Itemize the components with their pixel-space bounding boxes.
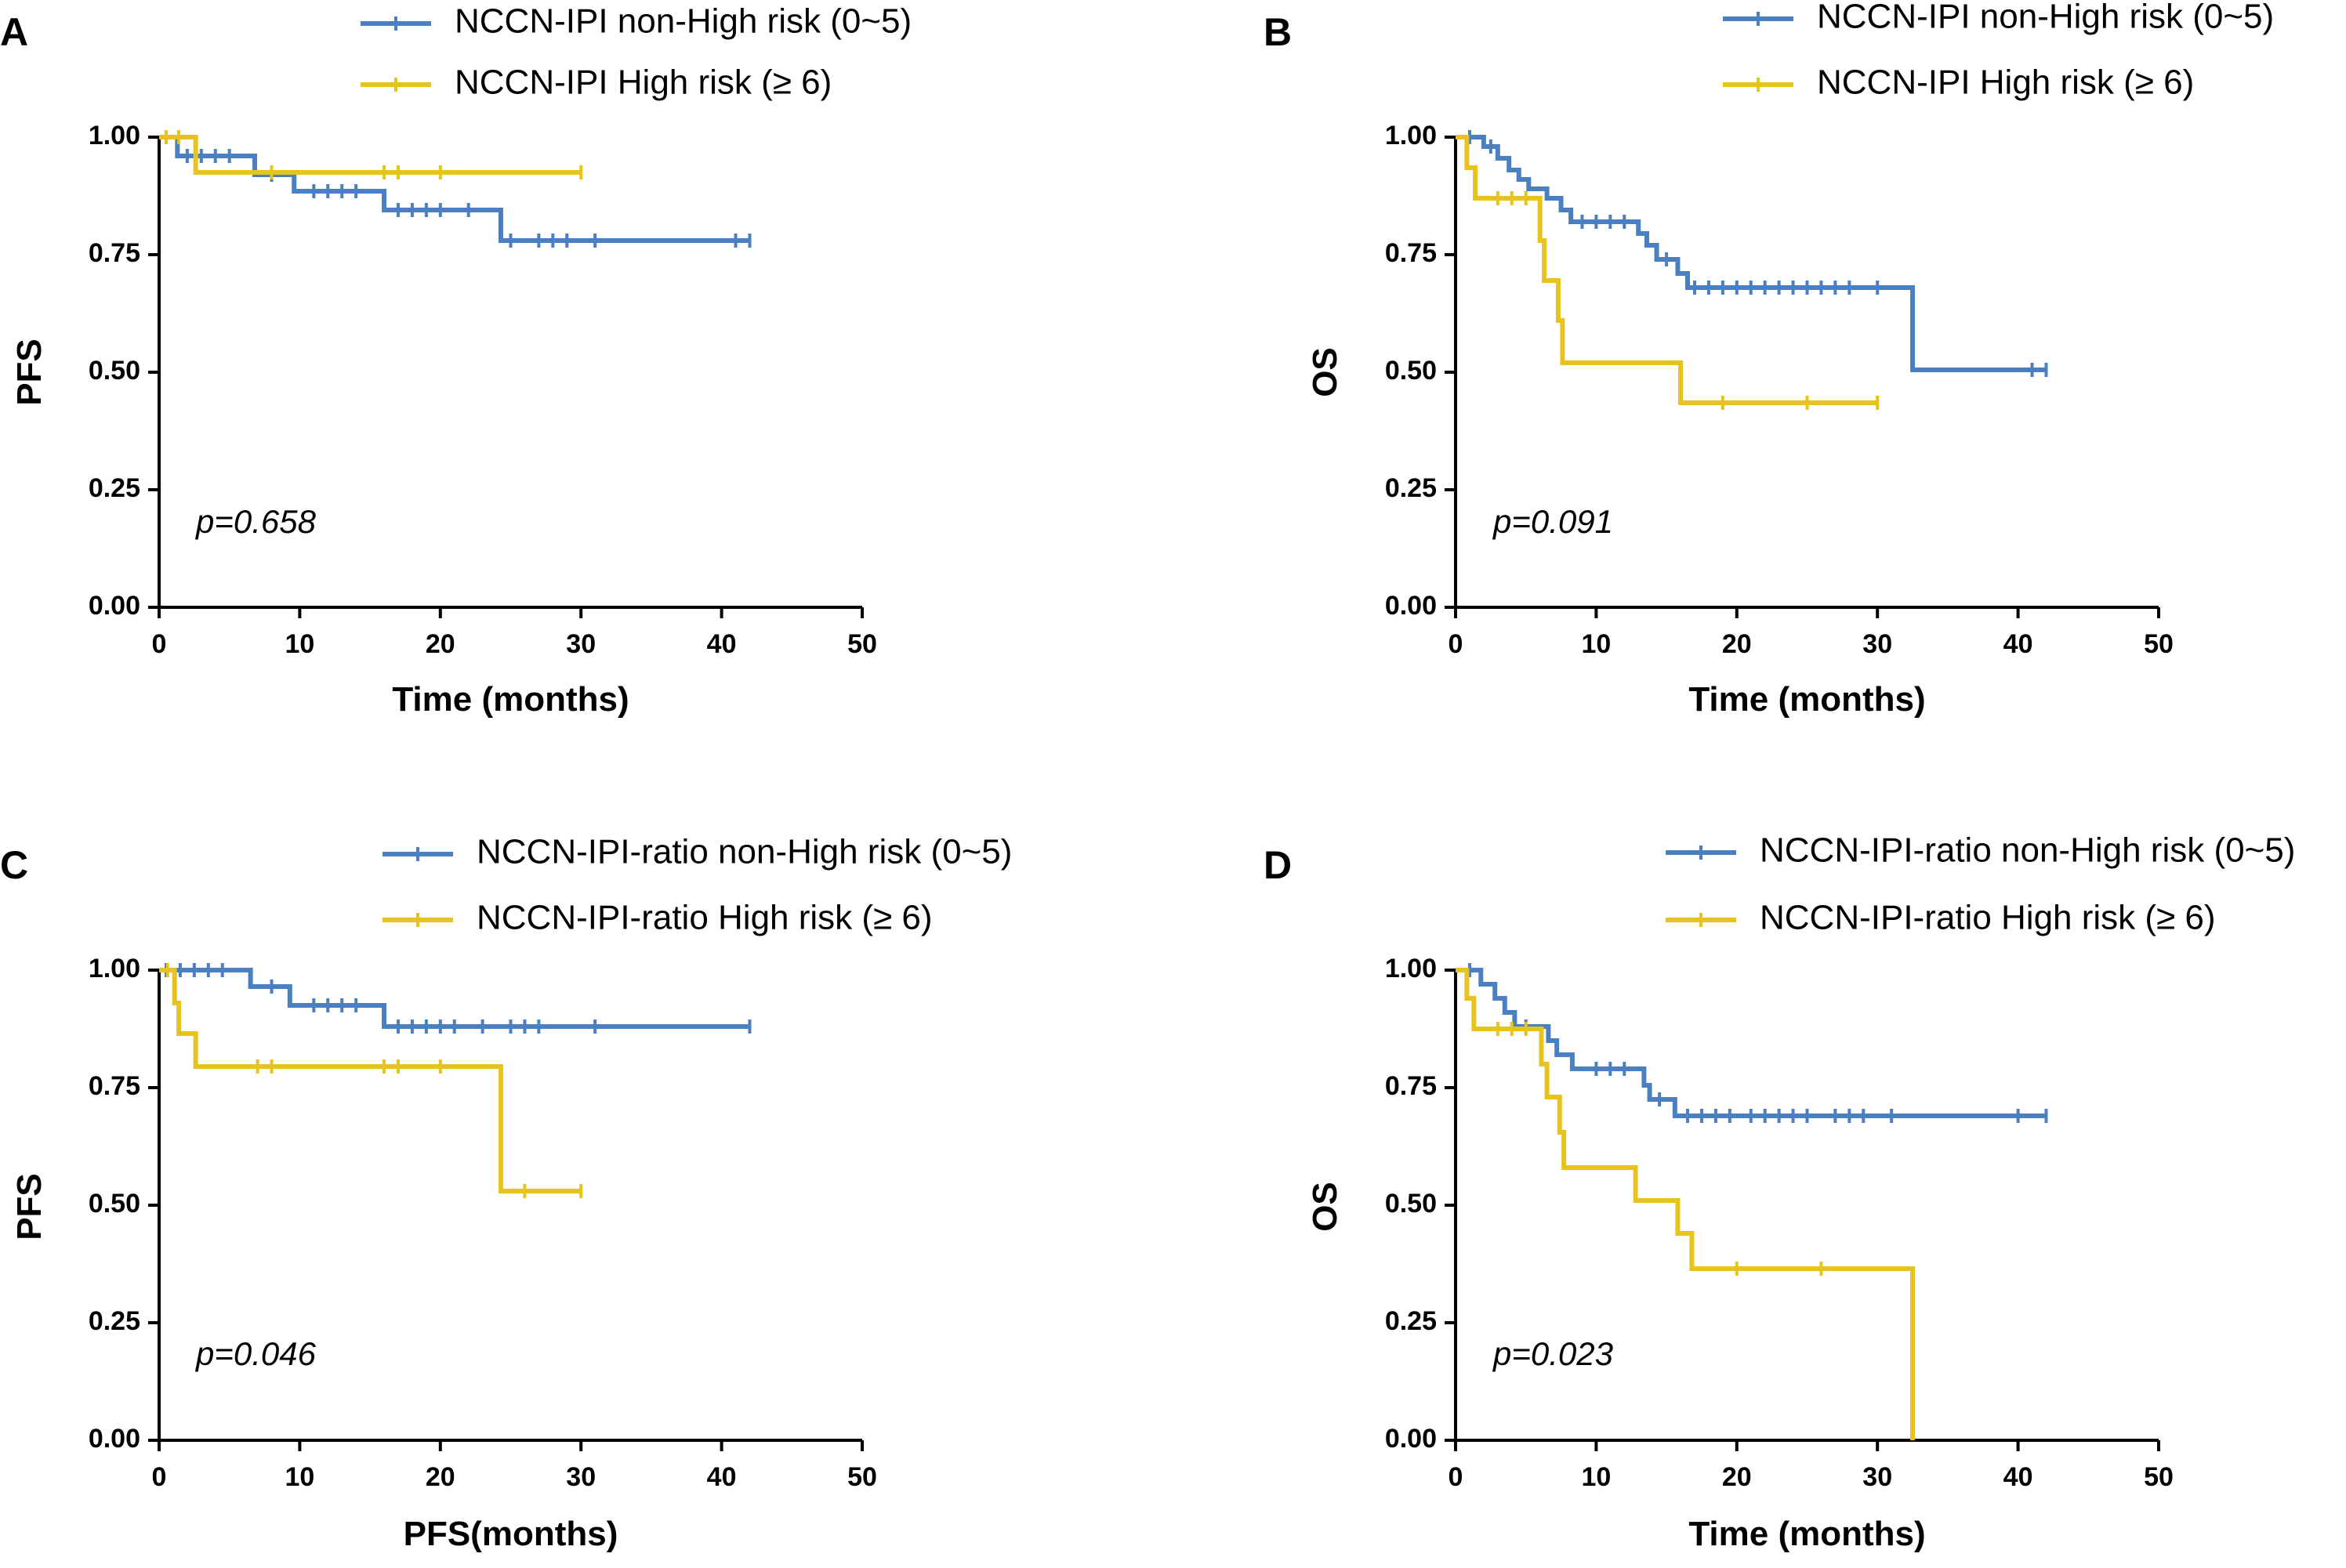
y-tick-label: 0.50 xyxy=(89,1189,140,1219)
p-value: p=0.046 xyxy=(194,1335,317,1372)
panel-letter: A xyxy=(0,10,28,54)
y-tick-label: 0.00 xyxy=(1385,591,1437,621)
x-tick-label: 30 xyxy=(566,1462,596,1492)
y-tick-label: 1.00 xyxy=(89,121,140,150)
x-tick-label: 0 xyxy=(1449,629,1463,659)
y-tick-label: 1.00 xyxy=(1385,121,1437,150)
legend-entry: NCCN-IPI-ratio non-High risk (0~5) xyxy=(1666,831,2295,870)
series-yellow xyxy=(159,130,583,179)
panel-a: A 0.00 0.25 0.50 0.75 1.00 0 10 20 30 40 50 Time (mo… xyxy=(0,2,912,719)
x-tick-label: 10 xyxy=(1581,1462,1611,1492)
y-tick-label: 0.50 xyxy=(1385,356,1437,386)
panel-letter: C xyxy=(0,843,28,887)
x-tick-label: 40 xyxy=(2003,1462,2033,1492)
x-axis-title: PFS(months) xyxy=(404,1515,618,1553)
x-tick-label: 10 xyxy=(285,1462,314,1492)
panel-d: D 0.00 0.25 0.50 0.75 1.00 0 10 20 30 40 50 Time (mo… xyxy=(1264,831,2295,1553)
series-yellow xyxy=(1456,135,1880,410)
panel-b: B 0.00 0.25 0.50 0.75 1.00 0 10 20 30 40 50 Time (mo… xyxy=(1264,0,2274,719)
y-tick-label: 0.00 xyxy=(89,1424,140,1454)
series-blue xyxy=(159,130,752,248)
legend-entry: NCCN-IPI-ratio High risk (≥ 6) xyxy=(383,899,933,937)
y-tick-label: 1.00 xyxy=(1385,954,1437,983)
legend-entry: NCCN-IPI High risk (≥ 6) xyxy=(1723,63,2194,102)
y-axis-title: OS xyxy=(1306,347,1344,397)
legend-label: NCCN-IPI High risk (≥ 6) xyxy=(1817,63,2194,102)
series-blue xyxy=(1456,963,2048,1123)
x-tick-label: 40 xyxy=(2003,629,2033,659)
p-value: p=0.091 xyxy=(1492,503,1613,540)
y-tick-label: 0.00 xyxy=(1385,1424,1437,1454)
legend-entry: NCCN-IPI non-High risk (0~5) xyxy=(361,2,912,41)
x-tick-label: 40 xyxy=(707,1462,737,1492)
x-axis-title: Time (months) xyxy=(1688,680,1925,719)
survival-curve xyxy=(159,135,750,243)
survival-curve xyxy=(159,968,582,1193)
x-tick-label: 50 xyxy=(847,1462,877,1492)
x-tick-label: 30 xyxy=(1862,629,1892,659)
x-tick-label: 10 xyxy=(285,629,314,659)
x-axis-title: Time (months) xyxy=(1688,1515,1925,1553)
survival-curve xyxy=(1456,968,1916,1440)
x-tick-label: 20 xyxy=(426,1462,455,1492)
y-tick-label: 0.25 xyxy=(1385,473,1437,503)
y-axis-title: PFS xyxy=(10,339,49,406)
x-tick-label: 30 xyxy=(1862,1462,1892,1492)
legend-label: NCCN-IPI-ratio High risk (≥ 6) xyxy=(1760,899,2216,937)
y-axis-title: OS xyxy=(1306,1182,1344,1232)
legend-entry: NCCN-IPI High risk (≥ 6) xyxy=(361,63,832,102)
y-tick-label: 0.25 xyxy=(89,473,140,503)
panel-letter: B xyxy=(1264,10,1292,54)
survival-curve xyxy=(159,968,750,1029)
x-tick-label: 50 xyxy=(847,629,877,659)
panel-letter: D xyxy=(1264,843,1292,887)
panel-c: C 0.00 0.25 0.50 0.75 1.00 0 10 20 30 40 50 PFS(mont… xyxy=(0,833,1012,1553)
y-axis-title: PFS xyxy=(10,1173,49,1240)
x-tick-label: 10 xyxy=(1581,629,1611,659)
legend-label: NCCN-IPI-ratio non-High risk (0~5) xyxy=(477,833,1012,871)
y-tick-label: 0.75 xyxy=(1385,238,1437,268)
x-tick-label: 0 xyxy=(152,1462,167,1492)
survival-curve xyxy=(1456,135,2047,372)
legend-label: NCCN-IPI-ratio non-High risk (0~5) xyxy=(1760,831,2295,870)
x-tick-label: 50 xyxy=(2144,1462,2174,1492)
series-yellow xyxy=(1456,968,1916,1440)
y-tick-label: 1.00 xyxy=(89,954,140,983)
x-tick-label: 20 xyxy=(1722,629,1752,659)
p-value: p=0.658 xyxy=(194,503,317,540)
legend-entry: NCCN-IPI-ratio High risk (≥ 6) xyxy=(1666,899,2216,937)
p-value: p=0.023 xyxy=(1492,1335,1613,1372)
series-yellow xyxy=(159,963,583,1198)
y-tick-label: 0.25 xyxy=(89,1306,140,1336)
y-tick-label: 0.00 xyxy=(89,591,140,621)
legend-label: NCCN-IPI non-High risk (0~5) xyxy=(455,2,912,41)
y-tick-label: 0.50 xyxy=(1385,1189,1437,1219)
legend-label: NCCN-IPI-ratio High risk (≥ 6) xyxy=(477,899,933,937)
x-tick-label: 0 xyxy=(152,629,167,659)
legend-label: NCCN-IPI High risk (≥ 6) xyxy=(455,63,832,102)
y-tick-label: 0.75 xyxy=(89,1071,140,1101)
y-tick-label: 0.25 xyxy=(1385,1306,1437,1336)
survival-curve xyxy=(1456,968,2047,1118)
y-tick-label: 0.75 xyxy=(1385,1071,1437,1101)
x-axis-title: Time (months) xyxy=(392,680,629,719)
x-tick-label: 20 xyxy=(426,629,455,659)
survival-curve xyxy=(1456,135,1878,405)
y-tick-label: 0.75 xyxy=(89,238,140,268)
y-tick-label: 0.50 xyxy=(89,356,140,386)
x-tick-label: 50 xyxy=(2144,629,2174,659)
x-tick-label: 40 xyxy=(707,629,737,659)
series-blue xyxy=(1456,130,2048,377)
legend-entry: NCCN-IPI-ratio non-High risk (0~5) xyxy=(383,833,1012,871)
x-tick-label: 0 xyxy=(1449,1462,1463,1492)
legend-entry: NCCN-IPI non-High risk (0~5) xyxy=(1723,0,2274,36)
legend-label: NCCN-IPI non-High risk (0~5) xyxy=(1817,0,2274,36)
series-blue xyxy=(159,963,752,1034)
x-tick-label: 20 xyxy=(1722,1462,1752,1492)
x-tick-label: 30 xyxy=(566,629,596,659)
